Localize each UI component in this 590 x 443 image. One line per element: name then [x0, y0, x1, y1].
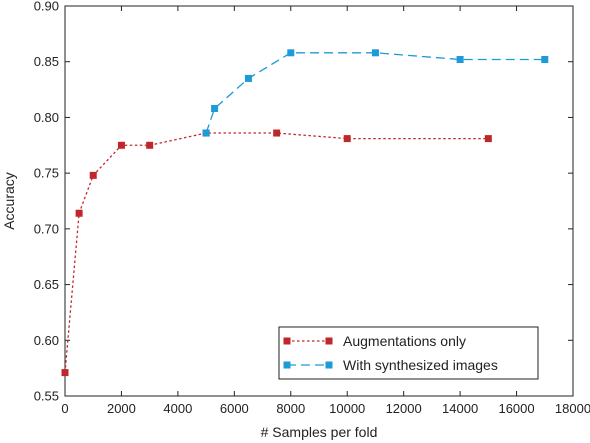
- y-tick-label: 0.60: [34, 333, 59, 348]
- data-point: [287, 49, 295, 57]
- data-point: [89, 171, 97, 179]
- series-layer: [61, 49, 549, 377]
- data-point: [456, 55, 464, 63]
- data-point: [371, 49, 379, 57]
- x-tick-label: 14000: [442, 401, 478, 416]
- y-tick-label: 0.90: [34, 0, 59, 14]
- x-tick-label: 18000: [555, 401, 590, 416]
- y-tick-label: 0.70: [34, 221, 59, 236]
- y-tick-label: 0.75: [34, 166, 59, 181]
- series-line: [205, 52, 545, 134]
- x-tick-label: 2000: [107, 401, 136, 416]
- x-tick-label: 16000: [498, 401, 534, 416]
- axis-ticks: 0 2000 4000 6000 8000 10000 12000 14000 16000 180…: [34, 0, 590, 416]
- legend-label: With synthesized images: [343, 357, 498, 373]
- legend: Augmentations only With synthesized image…: [278, 326, 539, 380]
- data-point: [541, 55, 549, 63]
- legend-marker: [325, 361, 333, 369]
- data-point: [273, 129, 281, 137]
- plot-frame: [64, 5, 574, 397]
- x-tick-label: 10000: [329, 401, 365, 416]
- legend-label: Augmentations only: [343, 333, 466, 349]
- x-tick-label: 8000: [276, 401, 305, 416]
- data-point: [75, 209, 83, 217]
- plot-axes: [64, 5, 574, 397]
- data-point: [343, 135, 351, 143]
- y-tick-label: 0.55: [34, 389, 59, 404]
- x-tick-label: 0: [61, 401, 68, 416]
- data-point: [484, 135, 492, 143]
- series-line: [64, 132, 489, 373]
- y-axis-title: Accuracy: [1, 172, 17, 230]
- data-point: [202, 129, 210, 137]
- legend-marker: [325, 337, 333, 345]
- series-2: [202, 49, 549, 137]
- data-point: [244, 74, 252, 82]
- data-point: [211, 105, 219, 113]
- x-tick-label: 4000: [163, 401, 192, 416]
- legend-marker: [283, 337, 291, 345]
- y-tick-label: 0.65: [34, 277, 59, 292]
- y-tick-label: 0.85: [34, 54, 59, 69]
- x-tick-label: 12000: [386, 401, 422, 416]
- legend-marker: [283, 361, 291, 369]
- data-point: [146, 141, 154, 149]
- y-tick-label: 0.80: [34, 110, 59, 125]
- x-axis-title: # Samples per fold: [261, 424, 378, 440]
- x-tick-label: 6000: [220, 401, 249, 416]
- legend-box: [278, 326, 539, 380]
- data-point: [61, 369, 69, 377]
- data-point: [117, 141, 125, 149]
